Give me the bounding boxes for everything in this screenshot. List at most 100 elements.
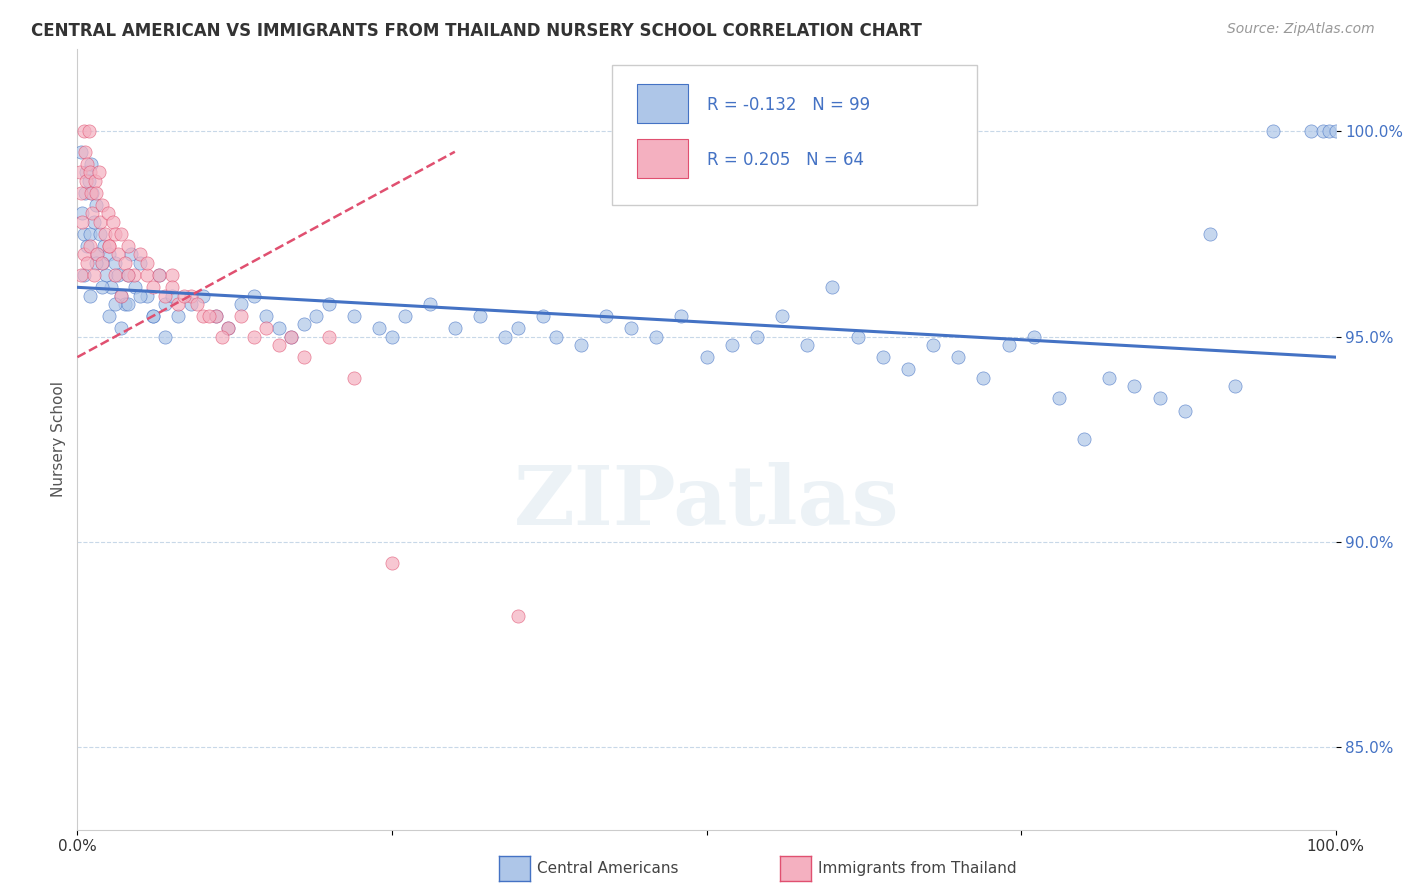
Point (997, 338, 1019, 352)
Point (671, 309, 693, 323)
Point (872, 350, 894, 364)
Point (1261, 124, 1284, 138)
Point (160, 268, 183, 282)
Point (117, 268, 139, 282)
Point (1073, 432, 1095, 446)
Point (254, 321, 277, 335)
Point (114, 255, 136, 269)
Point (80, 186, 103, 200)
Point (1022, 329, 1045, 343)
Point (204, 309, 226, 323)
Point (135, 288, 157, 302)
Point (69, 165, 91, 179)
Point (506, 321, 529, 335)
Point (1149, 391, 1171, 405)
Point (381, 329, 404, 343)
Point (620, 321, 643, 335)
Point (97, 309, 120, 323)
Point (124, 280, 146, 294)
Point (191, 309, 215, 323)
Point (1047, 391, 1070, 405)
Point (86, 247, 108, 261)
Text: Source: ZipAtlas.com: Source: ZipAtlas.com (1227, 22, 1375, 37)
Point (242, 288, 264, 302)
Point (110, 288, 132, 302)
Point (821, 280, 844, 294)
Point (368, 321, 391, 335)
Point (120, 247, 142, 261)
Point (79, 227, 101, 241)
Point (1319, 124, 1341, 138)
Point (100, 280, 122, 294)
Point (204, 309, 226, 323)
Point (91, 255, 114, 269)
Point (84, 186, 107, 200)
Point (96, 206, 118, 220)
Point (544, 329, 567, 343)
Point (70, 268, 93, 282)
Point (217, 321, 239, 335)
Point (211, 329, 233, 343)
Point (110, 321, 132, 335)
Point (846, 329, 869, 343)
Point (72, 206, 94, 220)
Point (73, 145, 96, 159)
Point (101, 214, 124, 228)
Point (229, 297, 252, 311)
Point (86, 247, 108, 261)
Point (72, 227, 94, 241)
Point (76, 239, 98, 253)
Point (72, 214, 94, 228)
Point (468, 309, 491, 323)
Point (129, 247, 152, 261)
Point (76, 255, 98, 269)
FancyBboxPatch shape (637, 139, 688, 178)
Point (770, 309, 793, 323)
Point (80, 157, 103, 171)
Point (70, 145, 93, 159)
Y-axis label: Nursery School: Nursery School (51, 381, 66, 498)
Point (972, 370, 994, 384)
Point (117, 239, 139, 253)
Point (97, 239, 120, 253)
Point (84, 255, 107, 269)
Point (569, 338, 592, 352)
Point (114, 297, 136, 311)
Point (79, 165, 101, 179)
Point (229, 309, 252, 323)
Point (77, 124, 100, 138)
Point (75, 173, 97, 187)
Point (696, 350, 718, 364)
Point (160, 280, 183, 294)
Point (142, 309, 165, 323)
Point (198, 309, 221, 323)
Point (186, 297, 208, 311)
Text: ZIPatlas: ZIPatlas (513, 462, 900, 541)
Point (155, 288, 177, 302)
Point (1123, 379, 1146, 393)
Point (104, 227, 127, 241)
Point (267, 338, 290, 352)
Point (72, 268, 94, 282)
Point (948, 350, 970, 364)
Point (83, 214, 105, 228)
Point (343, 309, 366, 323)
Point (292, 318, 315, 332)
Point (84, 198, 107, 212)
Point (160, 288, 183, 302)
Point (107, 247, 129, 261)
Point (1174, 403, 1197, 417)
Point (922, 338, 945, 352)
Point (96, 268, 118, 282)
Point (75, 165, 97, 179)
Point (318, 329, 340, 343)
Point (84, 173, 107, 187)
Point (87, 165, 110, 179)
Point (720, 338, 742, 352)
Point (531, 309, 554, 323)
Point (167, 297, 190, 311)
Point (104, 297, 127, 311)
Point (645, 329, 668, 343)
Point (217, 321, 239, 335)
Point (72, 124, 94, 138)
